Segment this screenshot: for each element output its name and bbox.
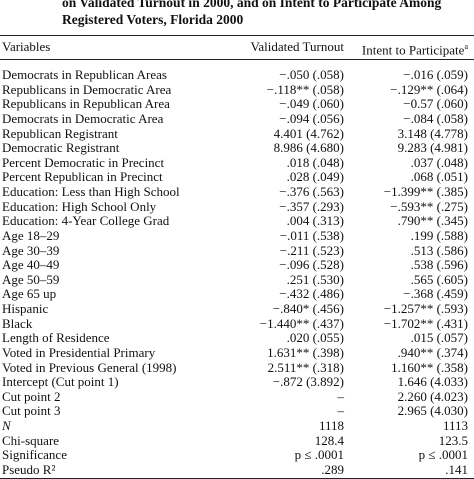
header-cell: Variables [2,39,51,54]
variable-cell: Education: Less than High School [2,184,180,200]
value-cell: 4.401 (4.762) [273,125,344,141]
value-cell: −.432 (.486) [279,286,344,302]
value-cell: 128.4 [314,432,344,448]
value-cell: .199 (.588) [410,227,468,243]
footnote-mark: a [464,42,468,51]
value-cell: 2.260 (4.023) [397,388,468,404]
variable-cell: Age 30–39 [2,242,60,258]
variable-cell: Cut point 2 [2,388,61,404]
value-cell: .028 (.049) [286,169,344,185]
header-cell: Intent to Participatea [362,40,468,57]
value-cell: .018 (.048) [286,154,344,170]
value-cell: .141 [445,462,468,477]
value-cell: −.129** (.064) [390,81,468,97]
variable-cell: Length of Residence [2,330,110,346]
variable-cell: Republicans in Republican Area [2,96,170,112]
variable-cell: Democrats in Democratic Area [2,110,164,126]
value-cell: 8.986 (4.680) [273,140,344,156]
variable-cell: Age 65 up [2,286,57,302]
variable-cell: Percent Democratic in Precinct [2,154,165,170]
value-cell: −.096 (.528) [279,257,344,273]
variable-cell: Voted in Previous General (1998) [2,359,177,375]
value-cell: −.049 (.060) [279,96,344,112]
variable-cell: Democrats in Republican Areas [2,67,167,82]
value-cell: 2.965 (4.030) [397,403,468,419]
value-cell: .289 [321,462,344,477]
variable-cell: Republican Registrant [2,125,118,141]
variable-cell: Age 40–49 [2,257,60,273]
value-cell: 9.283 (4.981) [397,140,468,156]
value-cell: 1.631** (.398) [267,344,344,360]
variable-cell: Pseudo R² [2,462,56,477]
value-cell: −.593** (.275) [390,198,468,214]
value-cell: .037 (.048) [410,154,468,170]
value-cell: −.011 (.538) [279,227,344,243]
value-cell: .513 (.586) [410,242,468,258]
value-cell: 1.646 (4.033) [397,374,468,390]
header-rule [0,59,474,60]
value-cell: −.118** (.058) [266,81,344,97]
variable-cell: Percent Republican in Precinct [2,169,163,185]
value-cell: 1118 [318,418,344,434]
value-cell: −1.257** (.593) [383,301,468,317]
value-cell: −1.399** (.385) [383,184,468,200]
value-cell: −1.702** (.431) [383,315,468,331]
variable-cell: Education: High School Only [2,198,157,214]
value-cell: .538 (.596) [410,257,468,273]
variable-cell: Education: 4-Year College Grad [2,213,170,229]
value-cell: −.050 (.058) [279,67,344,82]
variable-cell: Intercept (Cut point 1) [2,374,119,390]
header-text: Intent to Participate [361,42,465,58]
title-line: on Validated Turnout in 2000, and on Int… [62,0,442,10]
variable-cell: Republicans in Democratic Area [2,81,172,97]
value-cell: −1.440** (.437) [259,315,344,331]
value-cell: 1113 [442,418,468,434]
value-cell: .940** (.374) [397,344,468,360]
value-cell: .068 (.051) [410,169,468,185]
value-cell: p ≤ .0001 [294,447,344,463]
value-cell: −.084 (.058) [403,110,468,126]
value-cell: .015 (.057) [410,330,468,346]
value-cell: −.872 (3.892) [272,374,344,390]
variable-cell: Age 18–29 [2,227,60,243]
value-cell: −.016 (.059) [403,67,468,82]
variable-cell: Age 50–59 [2,271,60,287]
value-cell: .251 (.530) [286,271,344,287]
variable-cell: Hispanic [2,301,49,317]
value-cell: – [337,403,345,419]
variable-cell: Significance [2,447,67,463]
value-cell: .790** (.345) [397,213,468,229]
value-cell: −.840* (.456) [272,301,344,317]
value-cell: −.211 (.523) [279,242,344,258]
top-rule [0,35,474,36]
value-cell: 2.511** (.318) [267,359,344,375]
value-cell: −.376 (.563) [279,184,344,200]
variable-cell: Voted in Presidential Primary [2,344,156,360]
variable-cell: Cut point 3 [2,403,61,419]
value-cell: .020 (.055) [286,330,344,346]
value-cell: −.357 (.293) [279,198,344,214]
value-cell: −0.57 (.060) [403,96,468,112]
value-cell: .565 (.605) [410,271,468,287]
value-cell: .004 (.313) [286,213,344,229]
variable-cell: Chi-square [2,432,60,448]
variable-cell: Black [2,315,33,331]
value-cell: 123.5 [438,432,468,448]
variable-cell: Democratic Registrant [2,140,120,156]
value-cell: p ≤ .0001 [418,447,468,463]
title-line: Registered Voters, Florida 2000 [62,12,244,27]
value-cell: 1.160** (.358) [391,359,468,375]
value-cell: 3.148 (4.778) [397,125,468,141]
value-cell: −.368 (.459) [403,286,468,302]
variable-cell: N [2,418,11,434]
header-cell: Validated Turnout [250,39,344,54]
value-cell: −.094 (.056) [279,110,344,126]
value-cell: – [337,388,345,404]
